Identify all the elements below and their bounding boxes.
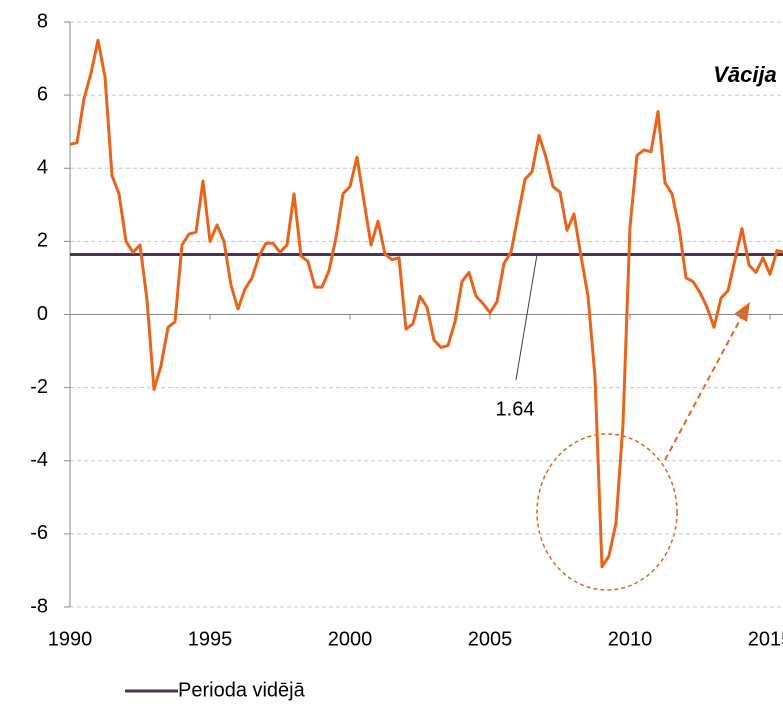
y-tick-label: -8 — [30, 595, 48, 617]
y-tick-label: 2 — [37, 230, 48, 252]
mean-label: 1.64 — [496, 398, 535, 420]
x-tick-label: 2010 — [608, 628, 653, 650]
y-tick-label: -2 — [30, 376, 48, 398]
x-tick-label: 1990 — [48, 628, 93, 650]
y-tick-label: -4 — [30, 449, 48, 471]
arrow-head — [734, 302, 750, 322]
chart-title: Vācija — [713, 62, 777, 87]
highlight-circle — [536, 433, 678, 591]
y-tick-label: 8 — [37, 10, 48, 32]
y-tick-label: -6 — [30, 522, 48, 544]
data-line — [69, 38, 783, 569]
annotation-leader — [515, 254, 538, 381]
y-tick-label: 4 — [37, 157, 48, 179]
y-tick-label: 0 — [37, 303, 48, 325]
legend-label: Perioda vidējā — [178, 679, 306, 701]
x-tick-label: 2005 — [468, 628, 513, 650]
x-tick-label: 1995 — [188, 628, 233, 650]
x-tick-label: 2000 — [328, 628, 373, 650]
y-tick-label: 6 — [37, 83, 48, 105]
x-tick-label: 2015 — [748, 628, 783, 650]
